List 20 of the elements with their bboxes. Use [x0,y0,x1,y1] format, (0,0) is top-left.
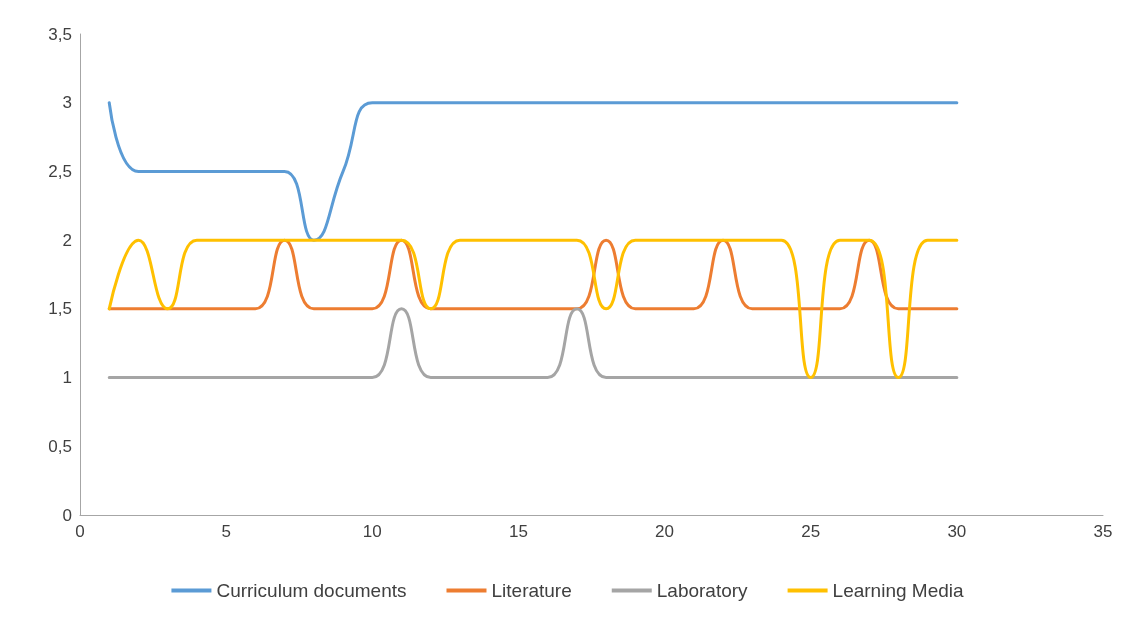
x-tick-label: 20 [655,522,675,541]
x-tick-label: 0 [75,522,85,541]
x-tick-label: 25 [801,522,821,541]
y-tick-label: 3 [62,93,72,113]
x-tick-label: 35 [1093,522,1113,541]
x-tick-label: 15 [508,522,528,541]
legend-label: Curriculum documents [216,580,407,601]
x-tick-label: 10 [362,522,382,541]
y-tick-label: 3,5 [48,24,72,44]
legend-label: Literature [491,580,572,601]
y-tick-label: 1,5 [48,299,72,319]
y-tick-label: 0 [62,505,72,525]
y-tick-label: 2 [62,230,72,250]
legend-label: Learning Media [832,580,965,601]
x-tick-label: 30 [947,522,967,541]
legend-label: Laboratory [656,580,749,601]
y-tick-label: 0,5 [48,436,72,456]
x-tick-label: 5 [221,522,231,541]
y-tick-label: 1 [62,368,72,388]
y-tick-label: 2,5 [48,161,72,181]
